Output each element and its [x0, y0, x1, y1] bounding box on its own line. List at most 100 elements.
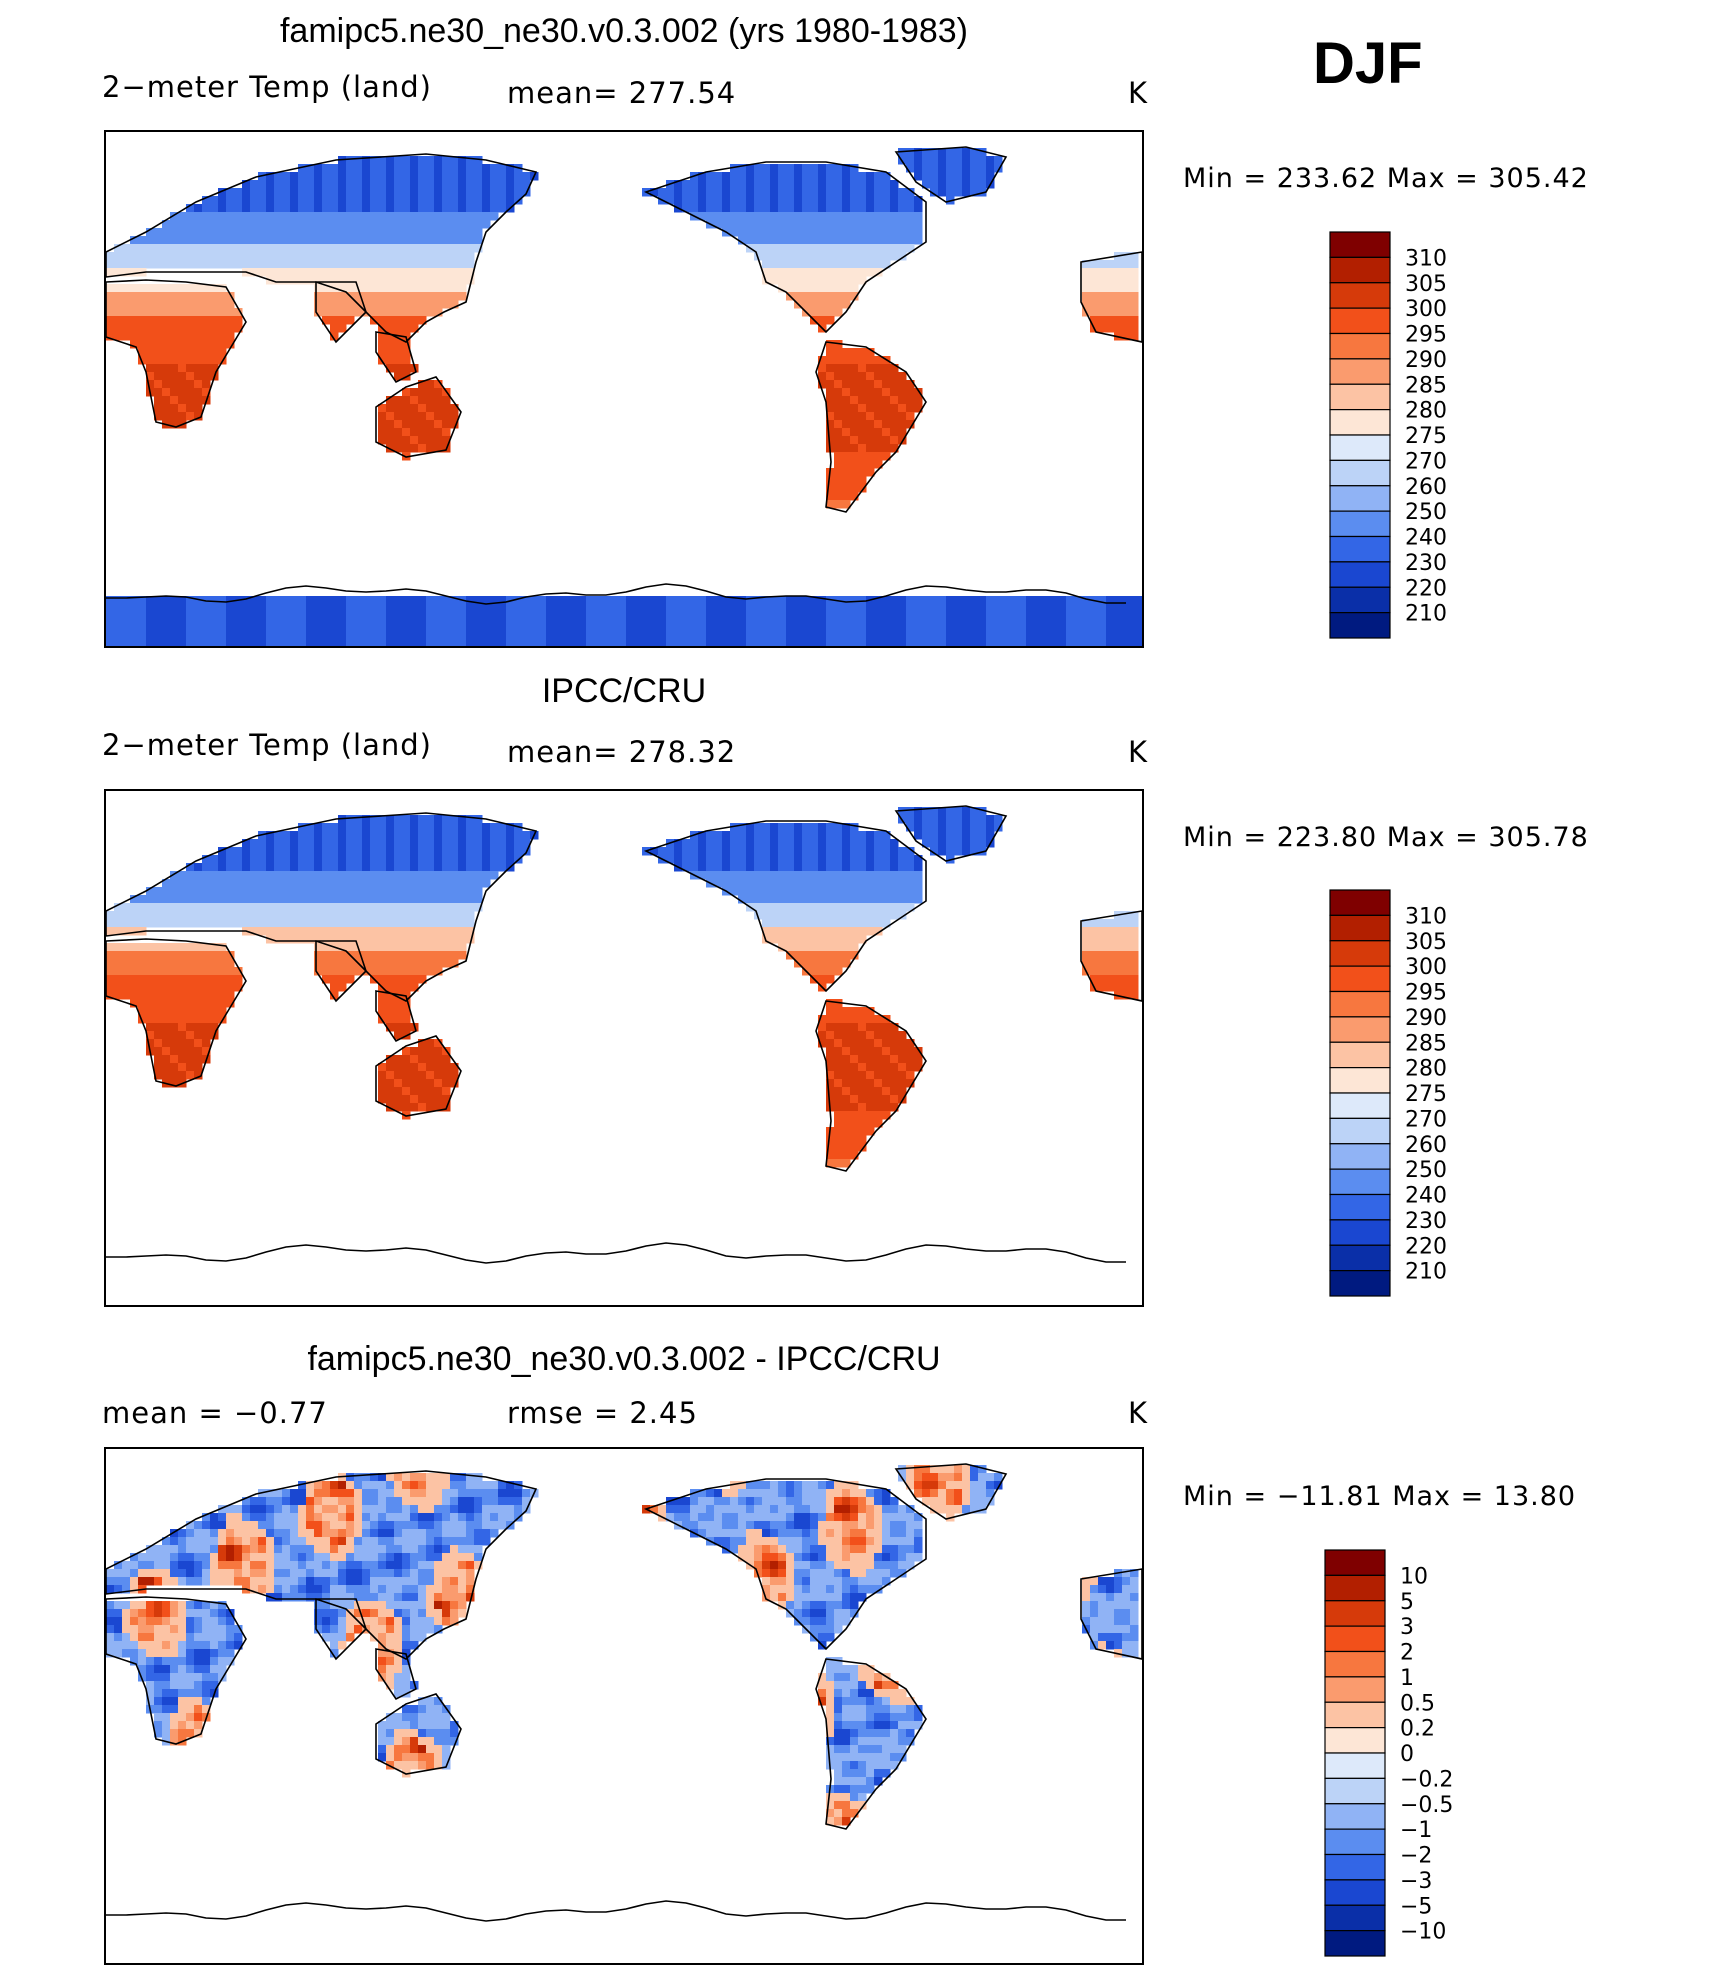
land-field — [106, 148, 1142, 646]
season-label: DJF — [1313, 31, 1423, 96]
colorbar-tick-label: 260 — [1405, 1133, 1447, 1158]
panel-1-colorbar: 310 305 300 295 290 285 280 275 270 260 250 240 230 2… — [1329, 230, 1529, 642]
colorbar-tick-label: 210 — [1405, 1260, 1447, 1285]
coastline — [894, 1463, 1008, 1520]
colorbar-swatch — [1329, 1016, 1391, 1043]
colorbar-tick-label: 295 — [1405, 981, 1447, 1006]
panel-3-map — [104, 1447, 1144, 1965]
colorbar-tick-label: 290 — [1405, 1006, 1447, 1031]
panel-2-minmax: Min = 223.80 Max = 305.78 — [1183, 822, 1589, 853]
coastline — [106, 1470, 538, 1660]
colorbar-swatch — [1329, 940, 1391, 967]
coastline — [1080, 1568, 1142, 1660]
colorbar-tick-label: 295 — [1405, 323, 1447, 348]
coastline — [815, 1658, 927, 1830]
colorbar-swatch — [1329, 1117, 1391, 1145]
colorbar-tick-label: 240 — [1405, 526, 1447, 551]
coastline — [315, 940, 367, 1003]
colorbar-swatch — [1329, 1092, 1391, 1119]
colorbar-swatch — [1329, 459, 1391, 487]
colorbar-tick-label: −10 — [1400, 1920, 1446, 1945]
colorbar-swatch — [1329, 510, 1391, 538]
panel-1-units-label: K — [1128, 76, 1149, 110]
colorbar-swatch — [1329, 1193, 1391, 1221]
colorbar-tick-label: −0.2 — [1400, 1767, 1453, 1792]
colorbar-swatch — [1329, 1244, 1391, 1272]
colorbar-tick-label: 220 — [1405, 1234, 1447, 1259]
antarctica-coastline — [106, 1242, 1126, 1264]
coastline — [643, 1478, 927, 1651]
colorbar-swatch — [1329, 307, 1391, 335]
colorbar-tick-label: 310 — [1405, 246, 1447, 271]
coastline — [315, 1598, 367, 1661]
colorbar-swatch — [1324, 1904, 1386, 1932]
panel-3-colorbar: 10 5 3 2 1 0.5 0.2 0 −0.2 −0.5 −1 −2 −3 −5 −10 — [1324, 1548, 1524, 1960]
colorbar-swatch — [1324, 1879, 1386, 1906]
colorbar-tick-label: 275 — [1405, 424, 1447, 449]
coastline — [1080, 251, 1142, 343]
colorbar-swatch — [1329, 914, 1391, 942]
coastline — [815, 1000, 927, 1172]
coastline — [106, 812, 538, 1002]
colorbar-tick-label: 220 — [1405, 576, 1447, 601]
colorbar-swatch — [1329, 282, 1391, 309]
coastline — [375, 1648, 417, 1701]
colorbar-tick-label: 1 — [1400, 1666, 1414, 1691]
coastline — [375, 1693, 462, 1775]
colorbar-tick-label: 250 — [1405, 1158, 1447, 1183]
panel-2-colorbar: 310 305 300 295 290 285 280 275 270 260 250 240 230 2… — [1329, 888, 1529, 1300]
colorbar-tick-label: 210 — [1405, 602, 1447, 627]
antarctica-coastline — [106, 1900, 1126, 1922]
coastline — [375, 331, 417, 384]
land-field — [106, 1465, 1139, 1826]
colorbar-swatch — [1324, 1930, 1386, 1957]
colorbar-tick-label: 275 — [1405, 1082, 1447, 1107]
panel-1-title: famipc5.ne30_ne30.v0.3.002 (yrs 1980-198… — [279, 12, 969, 50]
colorbar-swatch — [1324, 1727, 1386, 1754]
colorbar-swatch — [1324, 1701, 1386, 1729]
colorbar-tick-label: 0.2 — [1400, 1717, 1435, 1742]
colorbar-swatch — [1329, 383, 1391, 411]
coastline — [643, 161, 927, 334]
colorbar-swatch — [1324, 1803, 1386, 1830]
panel-2-title: IPCC/CRU — [541, 672, 707, 710]
panel-3-rmse-label: rmse = 2.45 — [507, 1396, 698, 1430]
coastline — [894, 146, 1008, 203]
colorbar-swatch — [1329, 485, 1391, 512]
colorbar-tick-label: 285 — [1405, 373, 1447, 398]
colorbar-swatch — [1329, 612, 1391, 639]
panel-1-variable-label: 2−meter Temp (land) — [102, 70, 432, 104]
colorbar-swatch — [1329, 561, 1391, 588]
colorbar-tick-label: 0.5 — [1400, 1691, 1435, 1716]
colorbar-tick-label: 270 — [1405, 1107, 1447, 1132]
panel-2-map — [104, 789, 1144, 1307]
colorbar-tick-label: −5 — [1400, 1894, 1432, 1919]
colorbar-swatch — [1324, 1853, 1386, 1881]
coastline — [106, 153, 538, 343]
colorbar-swatch — [1329, 1041, 1391, 1069]
colorbar-tick-label: 2 — [1400, 1641, 1414, 1666]
colorbar-swatch — [1329, 586, 1391, 614]
colorbar-swatch — [1329, 889, 1391, 916]
coastline — [375, 376, 462, 458]
colorbar-swatch — [1329, 1143, 1391, 1170]
colorbar-swatch — [1329, 990, 1391, 1018]
colorbar-tick-label: 10 — [1400, 1564, 1428, 1589]
coastline — [643, 820, 927, 993]
panel-1-map — [104, 130, 1144, 648]
colorbar-swatch — [1324, 1650, 1386, 1678]
colorbar-tick-label: 305 — [1405, 272, 1447, 297]
panel-3-units-label: K — [1128, 1396, 1149, 1430]
colorbar-tick-label: 230 — [1405, 551, 1447, 576]
panel-3-mean-label: mean = −0.77 — [102, 1396, 328, 1430]
coastline — [375, 1035, 462, 1117]
colorbar-swatch — [1329, 1219, 1391, 1246]
colorbar-swatch — [1324, 1625, 1386, 1653]
colorbar-swatch — [1329, 231, 1391, 258]
colorbar-tick-label: 280 — [1405, 399, 1447, 424]
colorbar-tick-label: 0 — [1400, 1742, 1414, 1767]
colorbar-swatch — [1329, 256, 1391, 284]
colorbar-swatch — [1329, 535, 1391, 563]
antarctica-coastline — [106, 583, 1126, 605]
colorbar-tick-label: 300 — [1405, 297, 1447, 322]
